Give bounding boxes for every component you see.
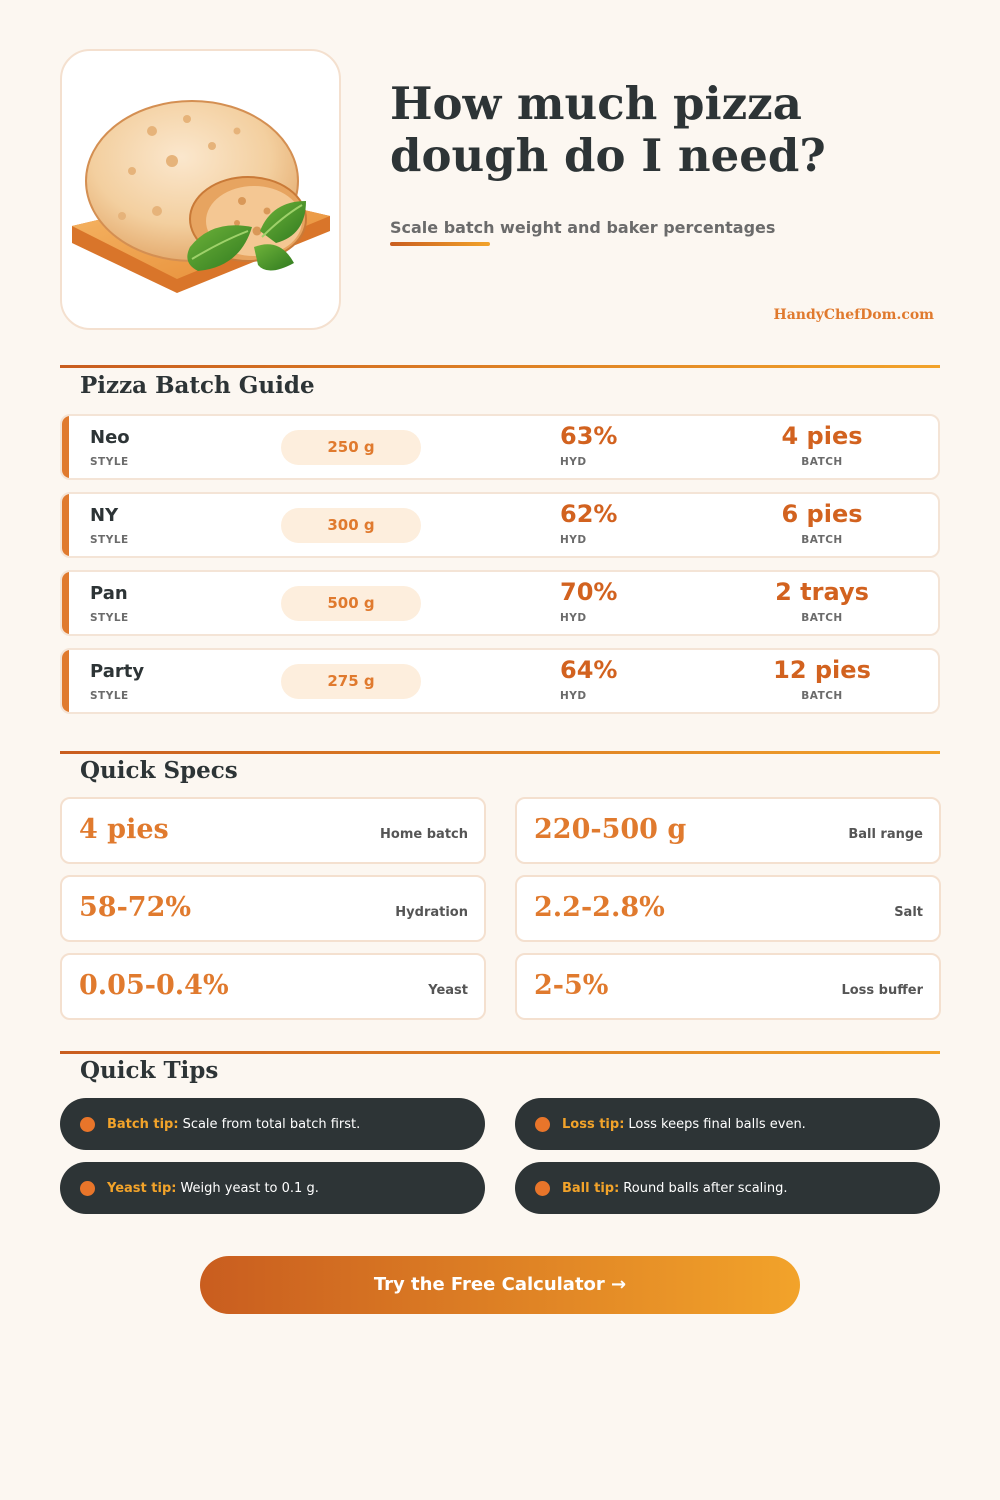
tip-yeast: Yeast tip: Weigh yeast to 0.1 g. [60, 1162, 485, 1214]
spec-label: Yeast [428, 983, 468, 998]
batch-value: 6 pies [781, 500, 863, 528]
dough-ball-with-basil-icon [72, 100, 330, 293]
style-label: STYLE [90, 534, 129, 546]
hydration-value: 62% [560, 500, 618, 528]
spec-value: 4 pies [79, 814, 169, 845]
section-divider [60, 751, 940, 754]
batch-value: 4 pies [781, 422, 863, 450]
hydration-value: 64% [560, 656, 618, 684]
weight-pill: 500 g [281, 586, 421, 621]
batch-label: BATCH [801, 456, 843, 468]
style-name: Party [90, 661, 145, 682]
batch-label: BATCH [801, 612, 843, 624]
quick-specs-title: Quick Specs [80, 757, 238, 784]
spec-value: 220-500 g [534, 814, 687, 845]
style-name: NY [90, 505, 119, 526]
tip-text: Round balls after scaling. [623, 1180, 788, 1196]
batch-label: BATCH [801, 690, 843, 702]
section-divider [60, 365, 940, 368]
section-divider [60, 1051, 940, 1054]
quick-tips-title: Quick Tips [80, 1057, 219, 1084]
row-accent-bar [62, 650, 69, 712]
style-label: STYLE [90, 690, 129, 702]
hydration-value: 70% [560, 578, 618, 606]
row-accent-bar [62, 572, 69, 634]
page-title: How much pizza dough do I need? [390, 77, 826, 182]
spec-label: Ball range [848, 827, 923, 842]
tip-key: Yeast tip: [107, 1180, 177, 1196]
style-name: Pan [90, 583, 128, 604]
spec-label: Hydration [395, 905, 468, 920]
spec-value: 58-72% [79, 892, 192, 923]
tip-text: Scale from total batch first. [182, 1116, 361, 1132]
hydration-label: HYD [560, 612, 587, 624]
tip-bullet-icon [80, 1180, 95, 1196]
try-calculator-button[interactable]: Try the Free Calculator → [200, 1256, 800, 1314]
batch-row-ny: NY STYLE 300 g 62% HYD 6 pies BATCH [60, 492, 940, 558]
spec-label: Loss buffer [841, 983, 923, 998]
hydration-label: HYD [560, 690, 587, 702]
spec-card-ball-range: 220-500 g Ball range [515, 797, 941, 864]
style-name: Neo [90, 427, 130, 448]
hero-image-card [60, 49, 341, 330]
spec-card-yeast: 0.05-0.4% Yeast [60, 953, 486, 1020]
tip-key: Ball tip: [562, 1180, 620, 1196]
tip-text: Weigh yeast to 0.1 g. [180, 1180, 319, 1196]
batch-value: 2 trays [775, 578, 869, 606]
spec-value: 2-5% [534, 970, 609, 1001]
spec-value: 0.05-0.4% [79, 970, 229, 1001]
tip-bullet-icon [535, 1180, 550, 1196]
hydration-label: HYD [560, 534, 587, 546]
tip-bullet-icon [80, 1116, 95, 1132]
tip-text: Loss keeps final balls even. [628, 1116, 806, 1132]
batch-label: BATCH [801, 534, 843, 546]
subtitle-underline [390, 242, 490, 246]
hydration-label: HYD [560, 456, 587, 468]
tip-loss: Loss tip: Loss keeps final balls even. [515, 1098, 940, 1150]
spec-card-home-batch: 4 pies Home batch [60, 797, 486, 864]
spec-card-salt: 2.2-2.8% Salt [515, 875, 941, 942]
spec-card-hydration: 58-72% Hydration [60, 875, 486, 942]
site-link[interactable]: HandyChefDom.com [773, 307, 935, 323]
weight-pill: 300 g [281, 508, 421, 543]
tip-key: Loss tip: [562, 1116, 625, 1132]
weight-pill: 275 g [281, 664, 421, 699]
tip-ball: Ball tip: Round balls after scaling. [515, 1162, 940, 1214]
batch-guide-title: Pizza Batch Guide [80, 372, 315, 399]
spec-label: Home batch [380, 827, 468, 842]
style-label: STYLE [90, 612, 129, 624]
batch-row-party: Party STYLE 275 g 64% HYD 12 pies BATCH [60, 648, 940, 714]
page-subtitle: Scale batch weight and baker percentages [390, 218, 776, 237]
tip-batch: Batch tip: Scale from total batch first. [60, 1098, 485, 1150]
spec-value: 2.2-2.8% [534, 892, 665, 923]
style-label: STYLE [90, 456, 129, 468]
weight-pill: 250 g [281, 430, 421, 465]
row-accent-bar [62, 494, 69, 556]
hydration-value: 63% [560, 422, 618, 450]
tip-bullet-icon [535, 1116, 550, 1132]
batch-value: 12 pies [773, 656, 871, 684]
batch-row-neo: Neo STYLE 250 g 63% HYD 4 pies BATCH [60, 414, 940, 480]
spec-label: Salt [894, 905, 923, 920]
batch-row-pan: Pan STYLE 500 g 70% HYD 2 trays BATCH [60, 570, 940, 636]
spec-card-loss-buffer: 2-5% Loss buffer [515, 953, 941, 1020]
row-accent-bar [62, 416, 69, 478]
tip-key: Batch tip: [107, 1116, 179, 1132]
